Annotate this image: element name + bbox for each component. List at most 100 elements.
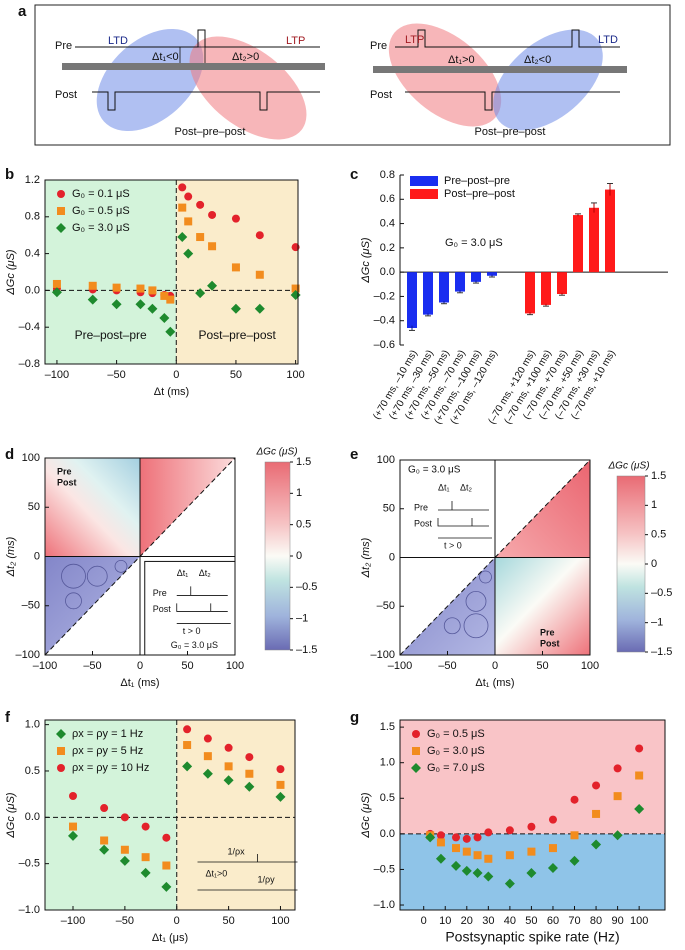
legend-swatch [410,189,438,199]
marker [207,280,218,291]
panel-letter: g [350,709,359,726]
panel-letter: e [350,446,358,463]
marker [452,844,461,853]
legend-label: G₀ = 3.0 μS [72,222,130,234]
y-tick-label: 0.4 [380,217,395,229]
x-tick-label: 100 [581,660,599,672]
colorbar-tick-label: –1 [651,617,663,629]
marker [613,764,622,773]
x-tick-label: 20 [461,915,473,927]
marker [147,303,158,314]
x-tick-label: –100 [45,369,69,381]
marker [472,867,483,878]
marker [178,203,187,212]
x-tick-label: 60 [547,915,559,927]
panel-a-frame [34,4,671,146]
marker [635,771,644,780]
colorbar-tick-label: –0.5 [296,581,317,593]
corner-label: Post [540,638,560,648]
dt-bracket [179,46,206,63]
x-tick-label: 0 [492,660,498,672]
marker [166,295,175,304]
panel: G₀ = 0.1 μS G₀ = 0.5 μS G₀ = 3.0 μS Pre–pos… [5,174,305,398]
marker [183,725,192,734]
marker [452,833,461,842]
x-tick-label: 100 [226,660,244,672]
marker [68,830,79,841]
x-tick-label: 50 [230,369,242,381]
marker [203,752,212,761]
x-axis-label: Δt (ms) [154,386,189,398]
y-tick-label: 0.2 [380,242,395,254]
marker [182,761,193,772]
inset-trace [176,586,228,596]
y-tick-label: 100 [377,454,395,466]
plot-frame [44,179,299,365]
background [176,180,298,364]
legend-label: ρx = ρy = 10 Hz [72,762,149,774]
x-tick-label: 50 [222,915,234,927]
bar [525,272,535,314]
inset-label: Pre [414,502,428,512]
y-tick-label: 0 [34,550,40,562]
marker [461,865,472,876]
y-tick-label: –50 [377,600,395,612]
marker [135,299,146,310]
inset-label: 1/ρx [227,846,245,856]
bar [557,272,567,294]
x-tick-label: 0 [137,660,143,672]
separator [373,66,627,73]
marker [411,763,421,773]
inset-label: Δt₁ [438,482,450,492]
marker [183,741,192,750]
marker [451,860,462,871]
y-tick-label: –100 [16,649,40,661]
marker [548,844,557,853]
panel-a: Pre Post LTD LTP Δt₁<0 Δt₂>0 Post–pre–po… [34,4,671,146]
y-axis-label: Δt₂ (ms) [360,537,372,578]
inset-trace [197,854,298,863]
panel: ρx = ρy = 1 Hz ρx = ρy = 5 Hz ρx = ρy = 10… [5,719,298,944]
inset-trace [437,518,489,527]
panel-letter: d [5,446,14,463]
marker [612,830,623,841]
label: LTP [405,34,424,46]
legend-label: G₀ = 0.5 μS [427,728,485,740]
inset-label: G₀ = 3.0 μS [171,640,218,650]
heat-region [495,557,590,655]
x-tick-label: 80 [590,915,602,927]
marker [484,828,493,837]
x-axis-label: Δt₁ (ms) [120,677,159,689]
label: LTD [598,34,618,46]
x-tick-label: –50 [107,369,125,381]
marker [196,200,205,209]
bar [589,207,599,273]
y-tick-label: 50 [28,501,40,513]
inset-label: G₀ = 3.0 μS [408,465,461,476]
plot-frame [399,719,666,911]
inset-label: t > 0 [183,626,201,636]
marker [196,233,205,242]
label: Pre [55,40,72,52]
label: Δt₂<0 [524,54,551,66]
symbol [86,565,108,587]
label: Δt₁>0 [448,54,475,66]
x-tick-label: 100 [286,369,304,381]
x-tick-label: 10 [439,915,451,927]
y-tick-label: –100 [371,649,395,661]
marker [635,744,644,753]
marker [548,815,557,824]
marker [591,839,602,850]
panel-letter: a [18,3,27,20]
y-tick-label: –0.2 [374,290,395,302]
marker [195,288,206,299]
marker [183,248,194,259]
y-tick-label: –0.4 [19,321,40,333]
marker [275,791,286,802]
y-tick-label: 0.5 [25,765,40,777]
inset-trace [176,603,228,612]
y-axis-label: ΔGc (μS) [5,792,17,839]
post-trace [405,91,620,111]
